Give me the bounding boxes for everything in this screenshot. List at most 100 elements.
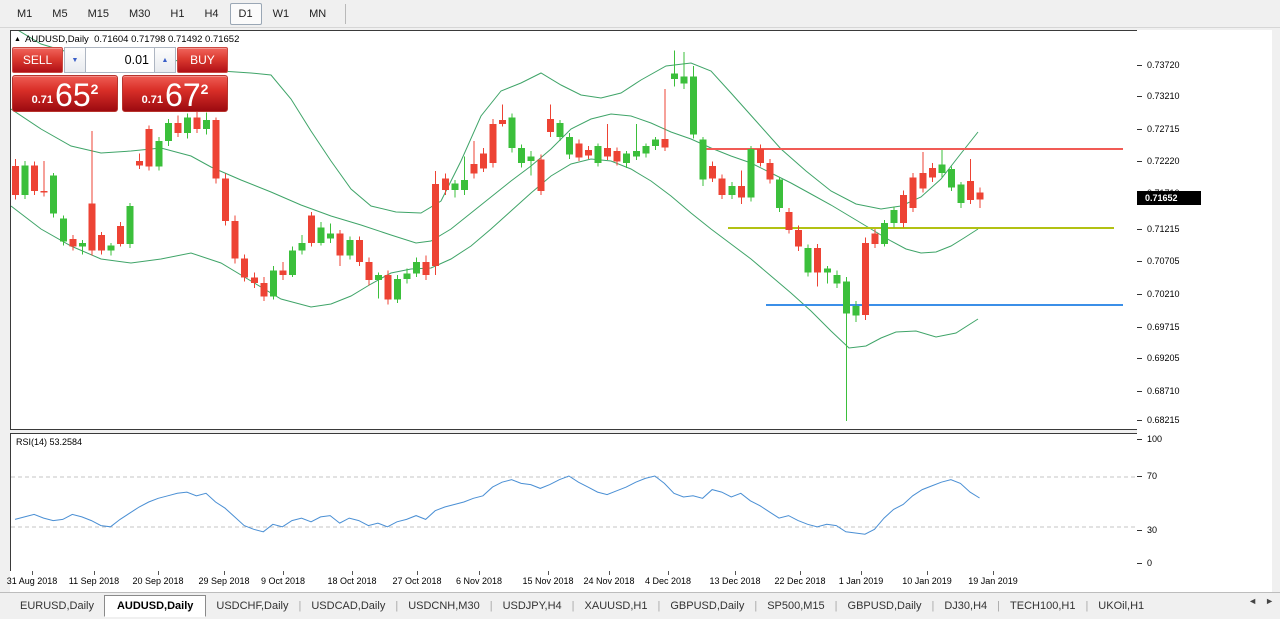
price-tick-label: 0.73210 [1147,91,1180,101]
symbol-tab-ukoil-12[interactable]: UKOil,H1 [1098,600,1145,612]
candle-body [508,117,516,148]
price-tick-label: 0.70705 [1147,256,1180,266]
tab-separator: | [657,600,661,612]
candle-body [145,129,153,167]
candle-body [117,225,125,245]
symbol-tab-usdchf-2[interactable]: USDCHF,Daily [216,600,289,612]
candle-body [900,195,908,223]
tab-scroll-left-icon[interactable]: ◄ [1248,596,1258,606]
tab-separator: | [395,600,399,612]
symbol-tab-usdjpy-5[interactable]: USDJPY,H4 [502,600,562,612]
timeframe-button-m5[interactable]: M5 [52,7,68,20]
timeframe-button-mn[interactable]: MN [309,7,327,20]
candle-body [604,147,612,157]
candle-body [871,233,879,245]
price-tick-mark [1137,391,1142,392]
candle-body [499,120,507,125]
candle-body [881,222,889,245]
candle-body [164,122,172,141]
candle-body [50,175,58,214]
candles-layer [12,50,984,421]
date-tick-label: 19 Jan 2019 [968,576,1018,586]
timeframe-button-h1[interactable]: H1 [170,7,185,20]
price-tick-label: 0.73720 [1147,60,1180,70]
symbol-tab-gbpusd-7[interactable]: GBPUSD,Daily [670,600,745,612]
date-axis[interactable]: 31 Aug 2018 11 Sep 2018 20 Sep 2018 29 Sep … [7,571,1272,592]
candle-body [967,180,974,201]
candle-body [260,282,268,297]
candle-body [298,242,306,251]
date-tick-label: 13 Dec 2018 [709,576,761,586]
timeframe-button-h4[interactable]: H4 [204,7,219,20]
symbol-tab-sp500-8[interactable]: SP500,M15 [767,600,825,612]
candle-body [890,209,898,223]
candle-body [269,270,277,297]
timeframe-button-m30[interactable]: M30 [128,7,151,20]
candle-body [155,140,163,167]
price-tick-mark [1137,261,1142,262]
bollinger-band-middle [11,108,979,254]
buy-button[interactable]: BUY [176,47,228,73]
price-tick-label: 0.69715 [1147,322,1180,332]
candle-body [613,151,621,162]
candle-body [107,245,115,251]
price-tick-label: 0.68710 [1147,386,1180,396]
date-tick-label: 20 Sep 2018 [132,576,184,586]
candle-body [804,247,812,273]
price-tick-label: 0.68215 [1147,415,1180,425]
timeframe-button-m15[interactable]: M15 [87,7,109,20]
symbol-tab-xauusd-6[interactable]: XAUUSD,H1 [584,600,648,612]
symbol-tab-eurusd-0[interactable]: EURUSD,Daily [20,600,94,612]
candle-body [833,275,841,284]
candle-body [546,118,554,132]
trade-panel-quotes: 0.71 65 2 0.71 67 2 [12,75,228,112]
tab-scroll-controls: ◄ ► [1248,596,1274,606]
date-tick-mark [609,571,610,575]
bid-price-small: 0.71 [31,94,54,106]
toolbar-separator [345,3,347,24]
date-tick-mark [548,571,549,575]
bid-quote-tile[interactable]: 0.71 65 2 [12,75,118,112]
date-tick-mark [927,571,928,575]
tab-separator: | [298,600,302,612]
candle-body [642,145,650,154]
date-tick-mark [158,571,159,575]
candle-body [250,277,258,283]
rsi-tick-label: 0 [1147,558,1153,568]
volume-input[interactable] [86,47,154,73]
trade-panel-controls: SELL ▼ ▲ BUY [12,47,228,73]
ask-quote-tile[interactable]: 0.71 67 2 [122,75,228,112]
price-tick-mark [1137,420,1142,421]
symbol-tab-usdcad-3[interactable]: USDCAD,Daily [311,600,386,612]
date-tick-label: 24 Nov 2018 [583,576,635,586]
date-tick-mark [224,571,225,575]
price-tick-mark [1137,294,1142,295]
volume-increase-button[interactable]: ▲ [154,47,176,73]
symbol-tab-audusd-1[interactable]: AUDUSD,Daily [103,595,207,617]
symbol-tab-tech100-11[interactable]: TECH100,H1 [1010,600,1076,612]
sell-button[interactable]: SELL [12,47,64,73]
symbol-tab-gbpusd-9[interactable]: GBPUSD,Daily [847,600,922,612]
candle-body [776,179,783,208]
price-axis[interactable]: 0.737200.732100.727150.722200.717100.712… [1137,30,1272,571]
bid-price-sup: 2 [90,81,99,97]
rsi-tick-label: 30 [1147,525,1158,535]
timeframe-button-d1[interactable]: D1 [229,2,262,25]
collapse-triangle-icon[interactable]: ▲ [14,36,21,43]
date-tick-label: 15 Nov 2018 [522,576,574,586]
date-tick-mark [94,571,95,575]
symbol-tab-usdcnh-4[interactable]: USDCNH,M30 [408,600,480,612]
timeframe-button-w1[interactable]: W1 [272,7,290,20]
timeframe-button-m1[interactable]: M1 [17,7,33,20]
candle-body [728,185,736,196]
symbol-tab-dj30-10[interactable]: DJ30,H4 [944,600,988,612]
volume-decrease-button[interactable]: ▼ [64,47,86,73]
symbol-tab-bar: EURUSD,Daily AUDUSD,Daily USDCHF,Daily | USD… [0,592,1280,619]
price-tick-label: 0.72715 [1147,124,1180,134]
candle-body [40,191,48,193]
tab-scroll-right-icon[interactable]: ► [1265,596,1274,606]
candle-body [374,275,382,281]
date-tick-label: 6 Nov 2018 [455,576,503,586]
date-tick-mark [800,571,801,575]
date-tick-mark [283,571,284,575]
